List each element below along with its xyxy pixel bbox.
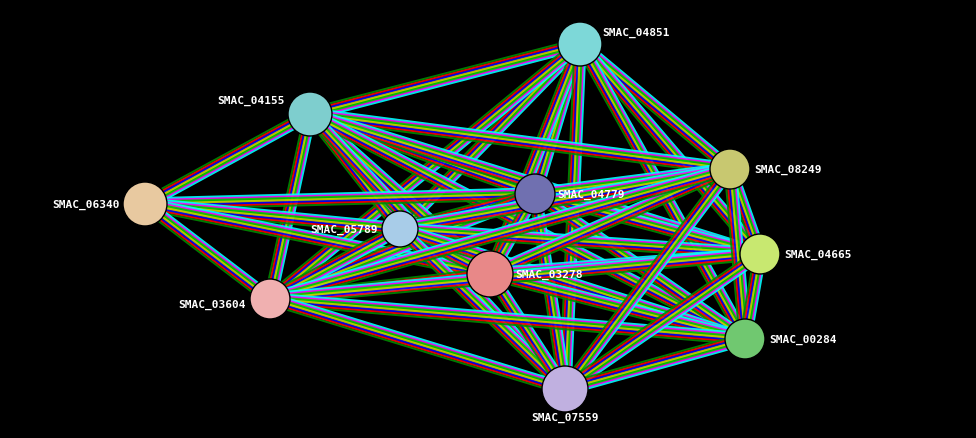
Circle shape bbox=[467, 251, 513, 297]
Circle shape bbox=[725, 319, 765, 359]
Circle shape bbox=[558, 23, 602, 67]
Text: SMAC_05789: SMAC_05789 bbox=[310, 224, 378, 235]
Circle shape bbox=[123, 183, 167, 226]
Circle shape bbox=[382, 212, 418, 247]
Text: SMAC_04155: SMAC_04155 bbox=[218, 95, 285, 106]
Text: SMAC_03278: SMAC_03278 bbox=[515, 269, 583, 279]
Text: SMAC_07559: SMAC_07559 bbox=[531, 412, 598, 422]
Circle shape bbox=[740, 234, 780, 274]
Circle shape bbox=[288, 93, 332, 137]
Text: SMAC_04851: SMAC_04851 bbox=[602, 28, 670, 38]
Circle shape bbox=[250, 279, 290, 319]
Text: SMAC_06340: SMAC_06340 bbox=[53, 199, 120, 210]
Circle shape bbox=[542, 366, 588, 412]
Text: SMAC_04665: SMAC_04665 bbox=[784, 249, 851, 260]
Circle shape bbox=[515, 175, 555, 215]
Text: SMAC_04779: SMAC_04779 bbox=[557, 190, 625, 200]
Text: SMAC_08249: SMAC_08249 bbox=[754, 165, 822, 175]
Text: SMAC_03604: SMAC_03604 bbox=[179, 299, 246, 309]
Text: SMAC_00284: SMAC_00284 bbox=[769, 334, 836, 344]
Circle shape bbox=[710, 150, 750, 190]
